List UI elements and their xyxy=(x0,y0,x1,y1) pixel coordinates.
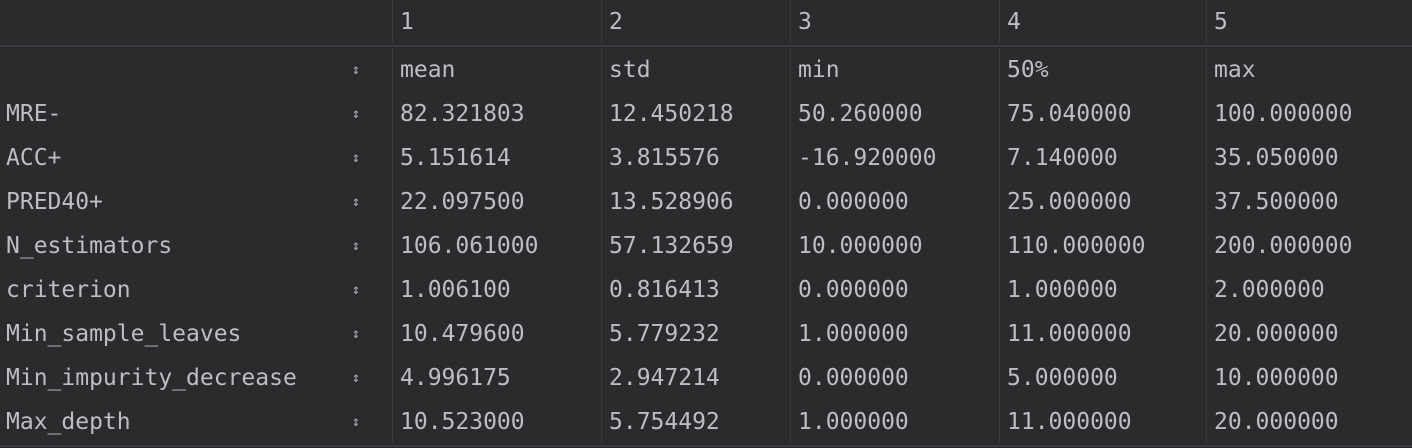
table-cell[interactable]: 1.006100 xyxy=(393,268,602,312)
table-cell[interactable]: 50.260000 xyxy=(791,92,1000,136)
table-cell[interactable]: 82.321803 xyxy=(393,92,602,136)
table-cell[interactable]: 10.479600 xyxy=(393,312,602,356)
table-cell[interactable]: 37.500000 xyxy=(1214,189,1339,215)
row-label: Min_sample_leaves ↕ xyxy=(0,312,393,356)
column-index-4[interactable]: 4 xyxy=(1000,0,1207,44)
table-cell[interactable]: 3.815576 xyxy=(602,136,791,180)
table-cell[interactable]: 5.754492 xyxy=(602,400,791,444)
table-cell[interactable]: 35.050000 xyxy=(1214,145,1339,171)
table-cell[interactable]: 57.132659 xyxy=(602,224,791,268)
table-row: N_estimators ↕ 106.061000 57.132659 10.00… xyxy=(0,224,1412,268)
sort-icon[interactable]: ↕ xyxy=(351,150,361,166)
table-cell[interactable]: 0.000000 xyxy=(791,268,1000,312)
column-header-std[interactable]: std xyxy=(602,48,791,92)
table-cell[interactable]: 1.000000 xyxy=(791,312,1000,356)
row-label: Max_depth ↕ xyxy=(0,400,393,444)
sort-icon[interactable]: ↕ xyxy=(351,326,361,342)
table-cell[interactable]: 13.528906 xyxy=(602,180,791,224)
table-cell[interactable]: 1.000000 xyxy=(791,400,1000,444)
table-cell[interactable]: 11.000000 xyxy=(1000,400,1207,444)
bottom-divider xyxy=(0,445,1412,447)
table-cell[interactable]: 22.097500 xyxy=(393,180,602,224)
index-header-cell: ↕ xyxy=(0,48,393,92)
table-cell[interactable]: 0.000000 xyxy=(791,356,1000,400)
table-cell[interactable]: 11.000000 xyxy=(1000,312,1207,356)
row-label: criterion ↕ xyxy=(0,268,393,312)
corner-cell xyxy=(0,0,393,44)
table-cell[interactable]: 2.000000 xyxy=(1214,277,1325,303)
table-cell[interactable]: 200.000000 xyxy=(1214,233,1353,259)
column-header-max[interactable]: max xyxy=(1214,57,1256,83)
table-cell[interactable]: -16.920000 xyxy=(791,136,1000,180)
table-cell[interactable]: 7.140000 xyxy=(1000,136,1207,180)
table-cell[interactable]: 2.947214 xyxy=(602,356,791,400)
table-row: Min_sample_leaves ↕ 10.479600 5.779232 1.… xyxy=(0,312,1412,356)
column-index-3[interactable]: 3 xyxy=(791,0,1000,44)
table-row: Max_depth ↕ 10.523000 5.754492 1.000000 1… xyxy=(0,400,1412,444)
table-cell[interactable]: 10.523000 xyxy=(393,400,602,444)
header-divider xyxy=(0,45,1412,47)
table-cell[interactable]: 12.450218 xyxy=(602,92,791,136)
table-cell[interactable]: 0.000000 xyxy=(791,180,1000,224)
table-cell[interactable]: 100.000000 xyxy=(1214,101,1353,127)
table-cell[interactable]: 20.000000 xyxy=(1214,321,1339,347)
column-header-row: ↕ mean std min 50% max xyxy=(0,48,1412,92)
table-cell[interactable]: 10.000000 xyxy=(1214,365,1339,391)
column-index-1[interactable]: 1 xyxy=(393,0,602,44)
column-index-5[interactable]: 5 xyxy=(1214,9,1228,35)
column-header-min[interactable]: min xyxy=(791,48,1000,92)
column-index-row: 1 2 3 4 5 xyxy=(0,0,1412,44)
sort-icon[interactable]: ↕ xyxy=(351,194,361,210)
table-cell[interactable]: 0.816413 xyxy=(602,268,791,312)
table-cell[interactable]: 5.000000 xyxy=(1000,356,1207,400)
table-row: PRED40+ ↕ 22.097500 13.528906 0.000000 25… xyxy=(0,180,1412,224)
table-cell[interactable]: 1.000000 xyxy=(1000,268,1207,312)
row-label: Min_impurity_decrease ↕ xyxy=(0,356,393,400)
column-index-2[interactable]: 2 xyxy=(602,0,791,44)
table-cell[interactable]: 110.000000 xyxy=(1000,224,1207,268)
sort-icon[interactable]: ↕ xyxy=(351,62,361,78)
table-cell[interactable]: 10.000000 xyxy=(791,224,1000,268)
sort-icon[interactable]: ↕ xyxy=(351,106,361,122)
table-row: ACC+ ↕ 5.151614 3.815576 -16.920000 7.140… xyxy=(0,136,1412,180)
row-label: ACC+ ↕ xyxy=(0,136,393,180)
table-cell[interactable]: 75.040000 xyxy=(1000,92,1207,136)
row-label: N_estimators ↕ xyxy=(0,224,393,268)
sort-icon[interactable]: ↕ xyxy=(351,282,361,298)
table-row: Min_impurity_decrease ↕ 4.996175 2.947214… xyxy=(0,356,1412,400)
table-cell[interactable]: 20.000000 xyxy=(1214,409,1339,435)
table-cell[interactable]: 5.151614 xyxy=(393,136,602,180)
row-label: PRED40+ ↕ xyxy=(0,180,393,224)
table-row: criterion ↕ 1.006100 0.816413 0.000000 1.… xyxy=(0,268,1412,312)
table-cell[interactable]: 5.779232 xyxy=(602,312,791,356)
column-header-50pct[interactable]: 50% xyxy=(1000,48,1207,92)
sort-icon[interactable]: ↕ xyxy=(351,238,361,254)
column-header-mean[interactable]: mean xyxy=(393,48,602,92)
table-row: MRE- ↕ 82.321803 12.450218 50.260000 75.0… xyxy=(0,92,1412,136)
table-cell[interactable]: 106.061000 xyxy=(393,224,602,268)
sort-icon[interactable]: ↕ xyxy=(351,414,361,430)
table-cell[interactable]: 4.996175 xyxy=(393,356,602,400)
table-cell[interactable]: 25.000000 xyxy=(1000,180,1207,224)
sort-icon[interactable]: ↕ xyxy=(351,370,361,386)
row-label: MRE- ↕ xyxy=(0,92,393,136)
